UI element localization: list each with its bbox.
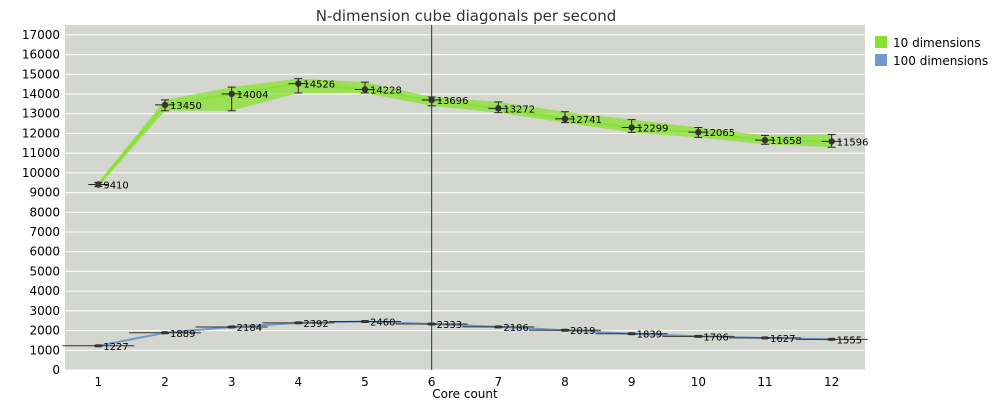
legend-label: 100 dimensions: [893, 54, 988, 68]
data-point: [262, 321, 335, 325]
data-point: [729, 336, 801, 340]
data-point: [595, 332, 668, 336]
data-point: [62, 344, 135, 348]
data-point: [688, 127, 709, 138]
data-point: [355, 81, 375, 94]
series-band: [98, 78, 832, 187]
data-point: [488, 101, 509, 114]
data-point: [195, 325, 268, 329]
y-tick-label: 3000: [29, 304, 60, 318]
x-axis-label: Core count: [432, 387, 498, 401]
data-point: [755, 134, 775, 145]
data-label: 1839: [637, 330, 662, 341]
data-label: 1706: [703, 332, 728, 343]
series-markers: [62, 78, 868, 348]
data-label: 2019: [570, 326, 595, 337]
data-label: 2460: [370, 318, 395, 329]
series-line: [97, 82, 832, 186]
data-point: [621, 119, 642, 133]
data-labels: 9410 13450 14004 14526 14228 13696 13272 12741 1…: [103, 80, 868, 353]
data-label: 12299: [637, 124, 669, 135]
y-tick-label: 1000: [29, 343, 60, 357]
data-label: 1227: [103, 342, 128, 353]
data-point: [88, 181, 109, 188]
y-tick-label: 7000: [29, 225, 60, 239]
data-label: 2392: [303, 319, 328, 330]
x-tick-label: 3: [228, 375, 236, 389]
y-tick-label: 13000: [22, 107, 60, 121]
data-point: [155, 99, 175, 112]
data-label: 14526: [303, 80, 335, 91]
legend-swatch: [875, 36, 887, 48]
x-tick-label: 7: [495, 375, 503, 389]
plot-area: [65, 25, 865, 370]
legend-label: 10 dimensions: [893, 36, 981, 50]
legend: 10 dimensions 100 dimensions: [875, 36, 988, 68]
legend-swatch: [875, 54, 887, 66]
data-label: 1627: [770, 334, 795, 345]
y-tick-label: 10000: [22, 166, 60, 180]
x-tick-label: 1: [95, 375, 103, 389]
data-point: [529, 328, 601, 332]
x-tick-label: 6: [428, 375, 436, 389]
data-label: 2184: [237, 323, 262, 334]
y-tick-label: 9000: [29, 186, 60, 200]
x-tick-label: 12: [824, 375, 839, 389]
data-label: 2333: [437, 320, 462, 331]
data-point: [555, 111, 575, 124]
data-point: [288, 78, 309, 94]
x-tick-label: 11: [757, 375, 772, 389]
x-tick-label: 8: [561, 375, 569, 389]
x-tick-label: 4: [295, 375, 303, 389]
y-tick-label: 8000: [29, 205, 60, 219]
data-label: 14004: [237, 90, 269, 101]
y-tick-label: 0: [52, 363, 60, 377]
data-label: 2186: [503, 323, 528, 334]
data-point: [795, 337, 868, 341]
data-label: 13272: [503, 104, 535, 115]
data-point: [462, 325, 535, 329]
x-tick-label: 2: [161, 375, 169, 389]
data-label: 14228: [370, 86, 402, 97]
data-label: 11658: [770, 136, 802, 147]
data-label: 12741: [570, 115, 602, 126]
data-point: [662, 334, 735, 338]
y-tick-label: 16000: [22, 48, 60, 62]
y-tick-label: 15000: [22, 67, 60, 81]
y-tick-label: 4000: [29, 284, 60, 298]
data-label: 1889: [170, 329, 195, 340]
y-tick-label: 12000: [22, 126, 60, 140]
x-axis-ticks: 1 2 3 4 5 6 7 8 9 10 11 12: [95, 375, 840, 389]
data-label: 9410: [103, 180, 128, 191]
data-label: 13696: [437, 96, 469, 107]
data-point: [221, 86, 242, 112]
data-point: [329, 320, 401, 324]
y-tick-label: 2000: [29, 324, 60, 338]
data-point: [821, 133, 842, 148]
x-tick-label: 9: [628, 375, 636, 389]
y-tick-label: 5000: [29, 264, 60, 278]
data-label: 12065: [703, 128, 735, 139]
data-label: 1555: [837, 335, 862, 346]
y-tick-label: 17000: [22, 28, 60, 42]
data-point: [129, 331, 201, 335]
chart-title: N-dimension cube diagonals per second: [316, 7, 617, 25]
x-tick-label: 5: [361, 375, 369, 389]
y-axis-ticks: 0 1000 2000 3000 4000 5000 6000 7000 8000 9000 100…: [22, 28, 60, 377]
data-label: 11596: [837, 137, 869, 148]
x-tick-label: 10: [691, 375, 706, 389]
data-label: 13450: [170, 101, 202, 112]
y-tick-label: 14000: [22, 87, 60, 101]
y-tick-label: 6000: [29, 245, 60, 259]
y-tick-label: 11000: [22, 146, 60, 160]
